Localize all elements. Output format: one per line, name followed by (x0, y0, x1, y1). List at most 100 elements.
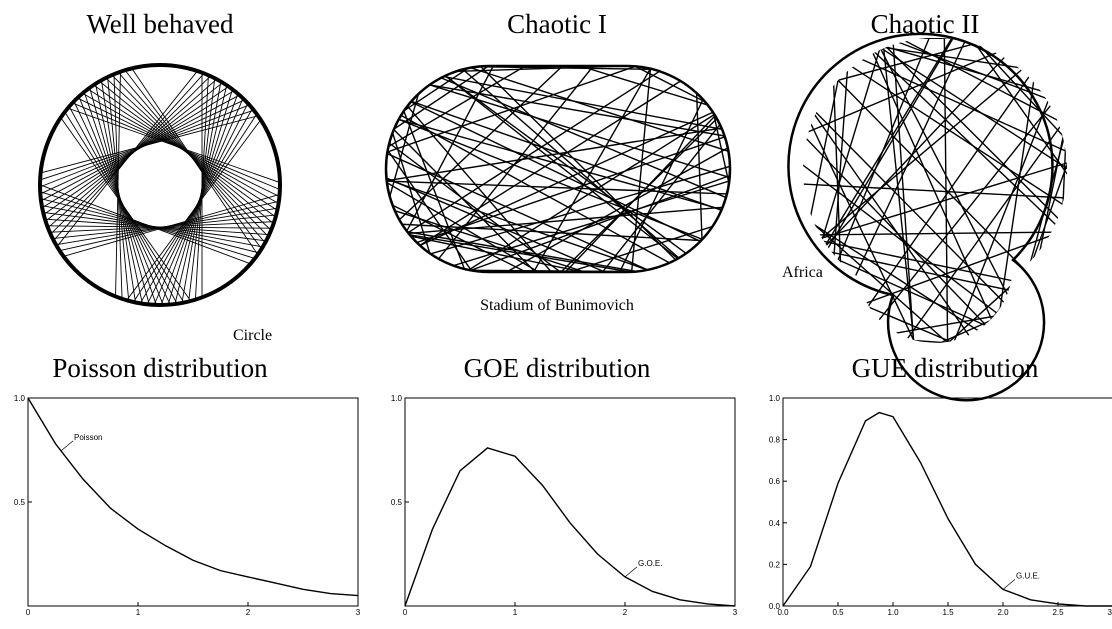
circle-billiard (40, 68, 280, 305)
distribution-curve (404, 447, 736, 607)
panel-title: Well behaved (86, 9, 234, 39)
trajectory (126, 120, 261, 300)
annotation-leader (60, 440, 74, 452)
x-tick-label: 2 (246, 608, 251, 617)
trajectory (465, 104, 730, 272)
x-tick-label: 2.0 (997, 608, 1009, 617)
trajectory (1056, 46, 1067, 343)
y-tick-label: 0.0 (769, 602, 781, 611)
trajectory (506, 146, 730, 272)
chart-title: Poisson distribution (52, 353, 268, 383)
x-tick-label: 0.5 (832, 608, 844, 617)
trajectory (386, 152, 653, 272)
trajectory (803, 242, 1028, 343)
trajectory (386, 134, 730, 254)
trajectory (564, 99, 730, 272)
plot-frame (404, 397, 736, 607)
trajectory (601, 111, 730, 272)
trajectory (826, 38, 851, 343)
trajectory (386, 126, 730, 182)
trajectory (386, 201, 527, 272)
trajectory (803, 277, 957, 343)
trajectory (892, 38, 915, 343)
trajectory (386, 103, 730, 262)
x-tick-label: 3 (356, 608, 361, 617)
trajectory (464, 66, 730, 153)
trajectory (386, 230, 631, 272)
x-tick-label: 0.0 (777, 608, 789, 617)
trajectory (854, 38, 1067, 100)
trajectory (386, 222, 730, 243)
annotation-leader (1002, 579, 1016, 590)
x-tick-label: 3 (733, 608, 738, 617)
x-tick-label: 2.5 (1052, 608, 1064, 617)
trajectory (994, 38, 1041, 343)
x-tick-label: 1.0 (887, 608, 899, 617)
trajectory (972, 38, 1067, 144)
trajectory (701, 66, 730, 74)
x-tick-label: 3.0 (1107, 608, 1112, 617)
trajectory (881, 38, 915, 343)
y-tick-label: 0.5 (391, 498, 403, 507)
series-label: G.O.E. (638, 559, 662, 568)
trajectory (386, 178, 654, 272)
trajectory (386, 177, 606, 272)
trajectory (865, 38, 1004, 343)
x-tick-label: 0 (403, 608, 408, 617)
trajectory (903, 112, 1067, 343)
y-tick-label: 1.0 (391, 394, 403, 403)
trajectory (41, 115, 258, 174)
trajectory (970, 38, 1067, 179)
trajectory (876, 38, 1067, 231)
series-label: G.U.E. (1016, 571, 1040, 580)
trajectory (859, 38, 1067, 239)
y-tick-label: 0.8 (769, 436, 781, 445)
x-tick-label: 1.5 (942, 608, 954, 617)
trajectory (386, 91, 730, 214)
trajectory (803, 342, 843, 343)
trajectory (803, 161, 1067, 246)
billiard-label: Stadium of Bunimovich (480, 297, 634, 314)
y-tick-label: 1.0 (14, 394, 26, 403)
trajectory (803, 38, 1060, 257)
trajectory (458, 66, 696, 272)
trajectory (874, 38, 1034, 343)
trajectory (803, 214, 1000, 343)
billiard-boundary (38, 63, 282, 307)
trajectory (579, 66, 730, 113)
africa-billiard (803, 38, 1067, 343)
trajectory (386, 89, 730, 257)
trajectory (40, 184, 250, 264)
x-tick-label: 1 (513, 608, 518, 617)
y-tick-label: 0.4 (769, 519, 781, 528)
trajectory (1052, 335, 1067, 343)
trajectory (937, 284, 1067, 343)
distribution-curve (782, 411, 1112, 607)
trajectory (971, 38, 1067, 79)
trajectory (803, 211, 950, 343)
trajectory (386, 66, 526, 149)
trajectory (386, 121, 536, 272)
trajectory (1020, 102, 1067, 343)
trajectory (386, 70, 730, 179)
trajectory (803, 100, 917, 343)
y-tick-label: 1.0 (769, 394, 781, 403)
series-label: Poisson (74, 433, 102, 442)
x-tick-label: 1 (136, 608, 141, 617)
trajectory (386, 66, 489, 136)
trajectory (386, 66, 669, 248)
trajectory (386, 111, 437, 272)
trajectory (386, 140, 561, 272)
trajectory (386, 181, 539, 272)
x-tick-label: 2 (623, 608, 628, 617)
trajectory (803, 38, 871, 56)
trajectory (971, 221, 1067, 343)
trajectory (803, 231, 1067, 236)
trajectory (115, 72, 121, 296)
y-tick-label: 0.2 (769, 560, 781, 569)
y-tick-label: 0.6 (769, 477, 781, 486)
chart-title: GOE distribution (464, 353, 651, 383)
trajectory (803, 93, 976, 343)
chart-title: GUE distribution (852, 353, 1039, 383)
